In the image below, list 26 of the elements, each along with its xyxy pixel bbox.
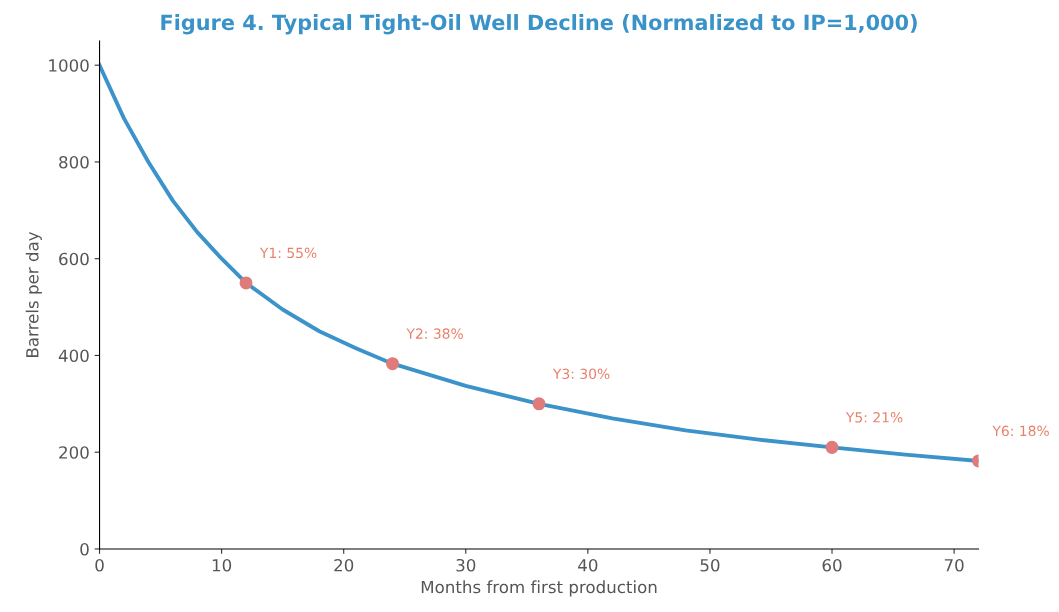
point [532,397,546,411]
x-tick-label: 60 [822,558,842,572]
point [825,440,839,454]
annotation: Y2: 38% [406,328,463,339]
x-tick-label: 10 [212,558,232,572]
x-axis-title: Months from first production [421,580,657,597]
annotation: Y6: 18% [992,425,1049,437]
annotation: Y5: 21% [845,412,903,423]
chart-title: Figure 4. Typical Tight-Oil Well Decline (Normalized to IP=1,000) [161,14,917,35]
x-tick-label: 40 [578,558,598,572]
x-tick-label: 20 [334,558,354,572]
x-tick-label: 50 [700,558,720,572]
point [386,357,400,371]
annotation: Y3: 30% [552,368,610,380]
y-tick-label: 600 [59,252,89,266]
y-tick-label: 200 [59,446,89,459]
y-axis-title: Barrels per day [25,231,42,357]
x-tick-label: 30 [456,558,476,572]
point [239,276,253,290]
y-tick-label: 1000 [49,59,89,72]
x-tick-label: 0 [95,558,104,572]
annotation: Y1: 55% [259,247,317,259]
y-tick-label: 400 [58,349,89,363]
x-tick-label: 70 [944,558,964,572]
y-tick-label: 0 [80,542,89,556]
y-tick-label: 800 [59,155,89,169]
